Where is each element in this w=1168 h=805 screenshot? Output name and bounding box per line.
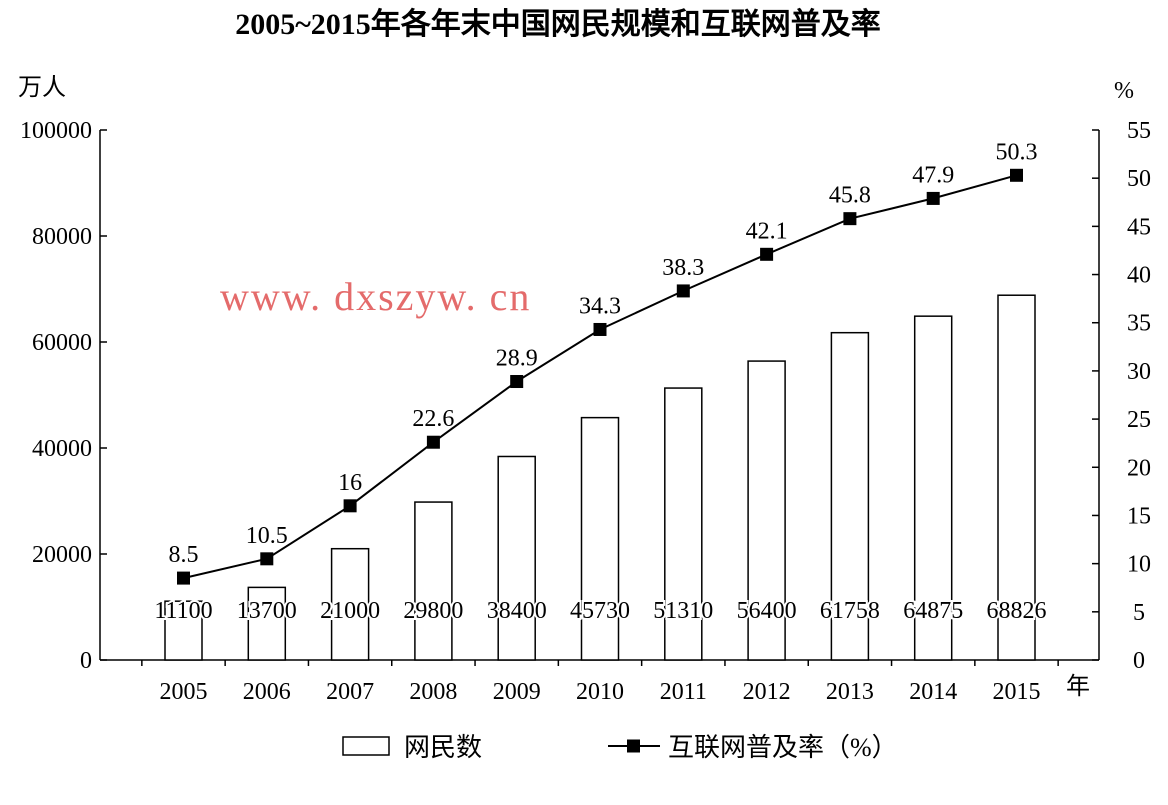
rate-value-label: 42.1 [746, 218, 788, 244]
x-tick-label: 2011 [660, 679, 707, 705]
rate-value-label: 16 [338, 470, 362, 496]
rate-marker [1010, 168, 1023, 182]
right-tick-label: 50 [1127, 166, 1151, 192]
right-tick-label: 5 [1133, 600, 1145, 626]
x-tick-label: 2015 [993, 679, 1041, 705]
bar-value-label: 61758 [820, 598, 880, 624]
left-tick-label: 100000 [20, 118, 92, 144]
bar [330, 547, 370, 661]
bar [830, 331, 870, 661]
right-tick-label: 15 [1127, 503, 1151, 529]
bar-value-label: 13700 [237, 598, 297, 624]
left-tick-label: 60000 [32, 330, 92, 356]
bar-value-label: 51310 [653, 598, 713, 624]
right-tick-label: 40 [1127, 263, 1151, 289]
rate-marker [760, 247, 774, 261]
right-tick-label: 45 [1127, 214, 1151, 240]
bar-value-label: 68826 [987, 598, 1047, 624]
legend-label-bars: 网民数 [404, 733, 482, 762]
x-tick-label: 2006 [243, 679, 291, 705]
bar-value-label: 11100 [154, 598, 212, 624]
right-axis-unit: % [1114, 78, 1134, 104]
rate-marker [426, 435, 440, 449]
x-tick-label: 2008 [409, 679, 457, 705]
rate-value-label: 45.8 [829, 183, 871, 209]
legend-swatch-marker [627, 739, 640, 753]
rate-marker [676, 284, 690, 298]
rate-value-label: 28.9 [496, 346, 538, 372]
right-tick-label: 35 [1127, 311, 1151, 337]
rate-value-label: 38.3 [662, 255, 704, 281]
x-tick-label: 2005 [160, 679, 208, 705]
bar-value-label: 64875 [903, 598, 963, 624]
legend-swatch-bars [342, 736, 390, 756]
x-tick-label: 2010 [576, 679, 624, 705]
bar-value-label: 21000 [320, 598, 380, 624]
rate-marker [177, 571, 190, 585]
rate-value-label: 50.3 [996, 139, 1038, 165]
legend-label-line: 互联网普及率（%） [668, 733, 898, 762]
rate-value-label: 10.5 [246, 523, 288, 549]
rate-value-label: 47.9 [912, 162, 954, 188]
left-tick-label: 80000 [32, 224, 92, 250]
x-tick-label: 2012 [743, 679, 791, 705]
right-tick-label: 20 [1127, 455, 1151, 481]
left-tick-label: 0 [80, 648, 92, 674]
bar [664, 387, 703, 661]
bar [497, 455, 536, 661]
rate-value-label: 34.3 [579, 293, 621, 319]
rate-marker [343, 499, 357, 513]
bar-value-label: 56400 [737, 598, 797, 624]
rate-marker [510, 375, 524, 389]
x-axis-unit: 年 [1066, 673, 1090, 700]
watermark: www. dxszyw. cn [220, 274, 531, 319]
rate-value-label: 8.5 [169, 542, 199, 568]
rate-marker [593, 322, 607, 336]
bar-value-label: 38400 [487, 598, 547, 624]
bar [414, 501, 453, 661]
rate-value-label: 22.6 [412, 406, 454, 432]
bar [747, 360, 786, 661]
legend: 网民数 互联网普及率（%） [342, 733, 898, 762]
x-tick-label: 2007 [326, 679, 374, 705]
left-axis-unit: 万人 [18, 75, 66, 101]
bar [997, 294, 1036, 661]
x-tick-label: 2013 [826, 679, 874, 705]
rate-marker [260, 552, 274, 566]
left-tick-label: 20000 [32, 542, 92, 568]
x-tick-label: 2009 [493, 679, 541, 705]
left-tick-label: 40000 [32, 436, 92, 462]
right-tick-label: 25 [1127, 407, 1151, 433]
right-tick-label: 55 [1127, 118, 1151, 144]
bar [247, 586, 287, 661]
bar [913, 315, 953, 661]
right-tick-label: 10 [1127, 552, 1151, 578]
chart-marks: 0 20000 40000 60000 80000 100000 0 5 10 15 20 25 30 3… [20, 118, 1151, 705]
bar [164, 600, 203, 661]
right-tick-label: 0 [1133, 648, 1145, 674]
bar-value-label: 29800 [403, 598, 463, 624]
chart-title: 2005~2015年各年末中国网民规模和互联网普及率 [235, 7, 881, 41]
right-tick-label: 30 [1127, 359, 1151, 385]
x-tick-label: 2014 [909, 679, 957, 705]
rate-marker [926, 191, 940, 205]
rate-marker [843, 212, 857, 226]
bar-value-label: 45730 [570, 598, 630, 624]
bar [580, 416, 620, 661]
